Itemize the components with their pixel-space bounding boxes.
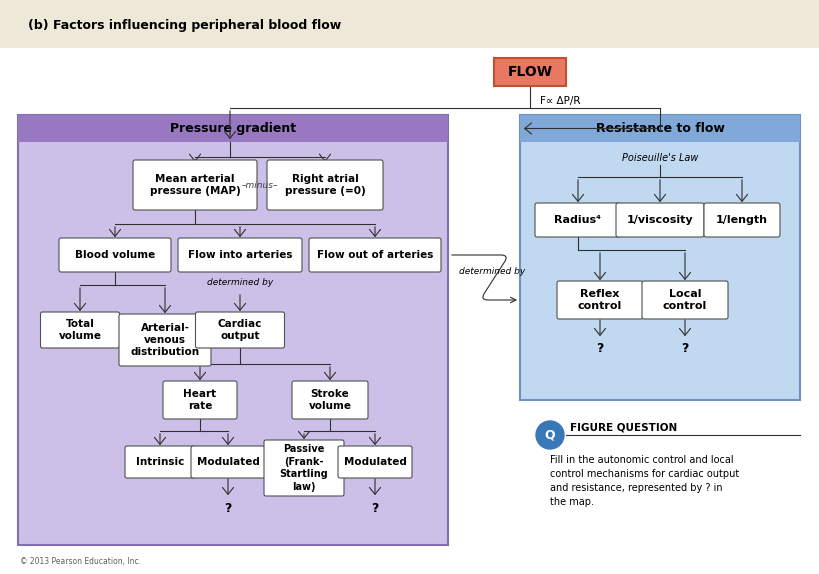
FancyBboxPatch shape	[133, 160, 256, 210]
FancyBboxPatch shape	[163, 381, 237, 419]
Text: Total
volume: Total volume	[58, 319, 102, 341]
Text: 1/length: 1/length	[715, 215, 767, 225]
FancyBboxPatch shape	[18, 115, 447, 545]
FancyBboxPatch shape	[292, 381, 368, 419]
Text: Q: Q	[544, 429, 554, 441]
Text: Heart
rate: Heart rate	[183, 389, 216, 411]
Text: Mean arterial
pressure (MAP): Mean arterial pressure (MAP)	[149, 174, 240, 196]
Text: determined by: determined by	[206, 278, 273, 287]
FancyBboxPatch shape	[556, 281, 642, 319]
FancyBboxPatch shape	[18, 115, 447, 142]
FancyBboxPatch shape	[178, 238, 301, 272]
FancyBboxPatch shape	[534, 203, 620, 237]
Text: Passive
(Frank-
Startling
law): Passive (Frank- Startling law)	[279, 444, 328, 491]
Text: Modulated: Modulated	[197, 457, 259, 467]
FancyBboxPatch shape	[191, 446, 265, 478]
Text: ?: ?	[371, 502, 378, 514]
Text: Pressure gradient: Pressure gradient	[170, 122, 296, 135]
FancyBboxPatch shape	[267, 160, 382, 210]
Text: ?: ?	[595, 343, 603, 355]
FancyBboxPatch shape	[195, 312, 284, 348]
FancyBboxPatch shape	[0, 48, 819, 574]
FancyBboxPatch shape	[615, 203, 704, 237]
Text: FIGURE QUESTION: FIGURE QUESTION	[569, 423, 676, 433]
Text: Right atrial
pressure (=0): Right atrial pressure (=0)	[284, 174, 365, 196]
Text: Fill in the autonomic control and local
control mechanisms for cardiac output
an: Fill in the autonomic control and local …	[550, 455, 739, 507]
Text: –minus–: –minus–	[242, 180, 278, 189]
FancyBboxPatch shape	[119, 314, 210, 366]
FancyBboxPatch shape	[519, 115, 799, 400]
Text: F∝ ΔP/R: F∝ ΔP/R	[540, 96, 580, 106]
Text: Flow into arteries: Flow into arteries	[188, 250, 292, 260]
Text: Stroke
volume: Stroke volume	[308, 389, 351, 411]
FancyBboxPatch shape	[59, 238, 171, 272]
Circle shape	[536, 421, 563, 449]
FancyBboxPatch shape	[641, 281, 727, 319]
Text: Cardiac
output: Cardiac output	[218, 319, 262, 341]
FancyBboxPatch shape	[124, 446, 195, 478]
Text: 1/viscosity: 1/viscosity	[626, 215, 693, 225]
Text: determined by: determined by	[459, 267, 525, 276]
Text: FLOW: FLOW	[507, 65, 552, 79]
Text: Modulated: Modulated	[343, 457, 406, 467]
Text: Intrinsic: Intrinsic	[136, 457, 184, 467]
Text: Blood volume: Blood volume	[75, 250, 155, 260]
FancyBboxPatch shape	[309, 238, 441, 272]
Text: Arterial-
venous
distribution: Arterial- venous distribution	[130, 323, 199, 358]
Text: ?: ?	[681, 343, 688, 355]
Text: Resistance to flow: Resistance to flow	[595, 122, 723, 135]
Text: Local
control: Local control	[662, 289, 706, 311]
FancyBboxPatch shape	[337, 446, 411, 478]
Text: Reflex
control: Reflex control	[577, 289, 622, 311]
Text: Poiseuille's Law: Poiseuille's Law	[621, 153, 697, 163]
Text: © 2013 Pearson Education, Inc.: © 2013 Pearson Education, Inc.	[20, 557, 141, 566]
FancyBboxPatch shape	[704, 203, 779, 237]
FancyBboxPatch shape	[264, 440, 344, 496]
FancyBboxPatch shape	[0, 0, 819, 48]
FancyBboxPatch shape	[519, 115, 799, 142]
FancyBboxPatch shape	[40, 312, 120, 348]
Text: Radius⁴: Radius⁴	[554, 215, 601, 225]
FancyBboxPatch shape	[493, 58, 565, 86]
Text: ?: ?	[224, 502, 232, 514]
Text: Flow out of arteries: Flow out of arteries	[316, 250, 432, 260]
Text: (b) Factors influencing peripheral blood flow: (b) Factors influencing peripheral blood…	[28, 20, 341, 33]
